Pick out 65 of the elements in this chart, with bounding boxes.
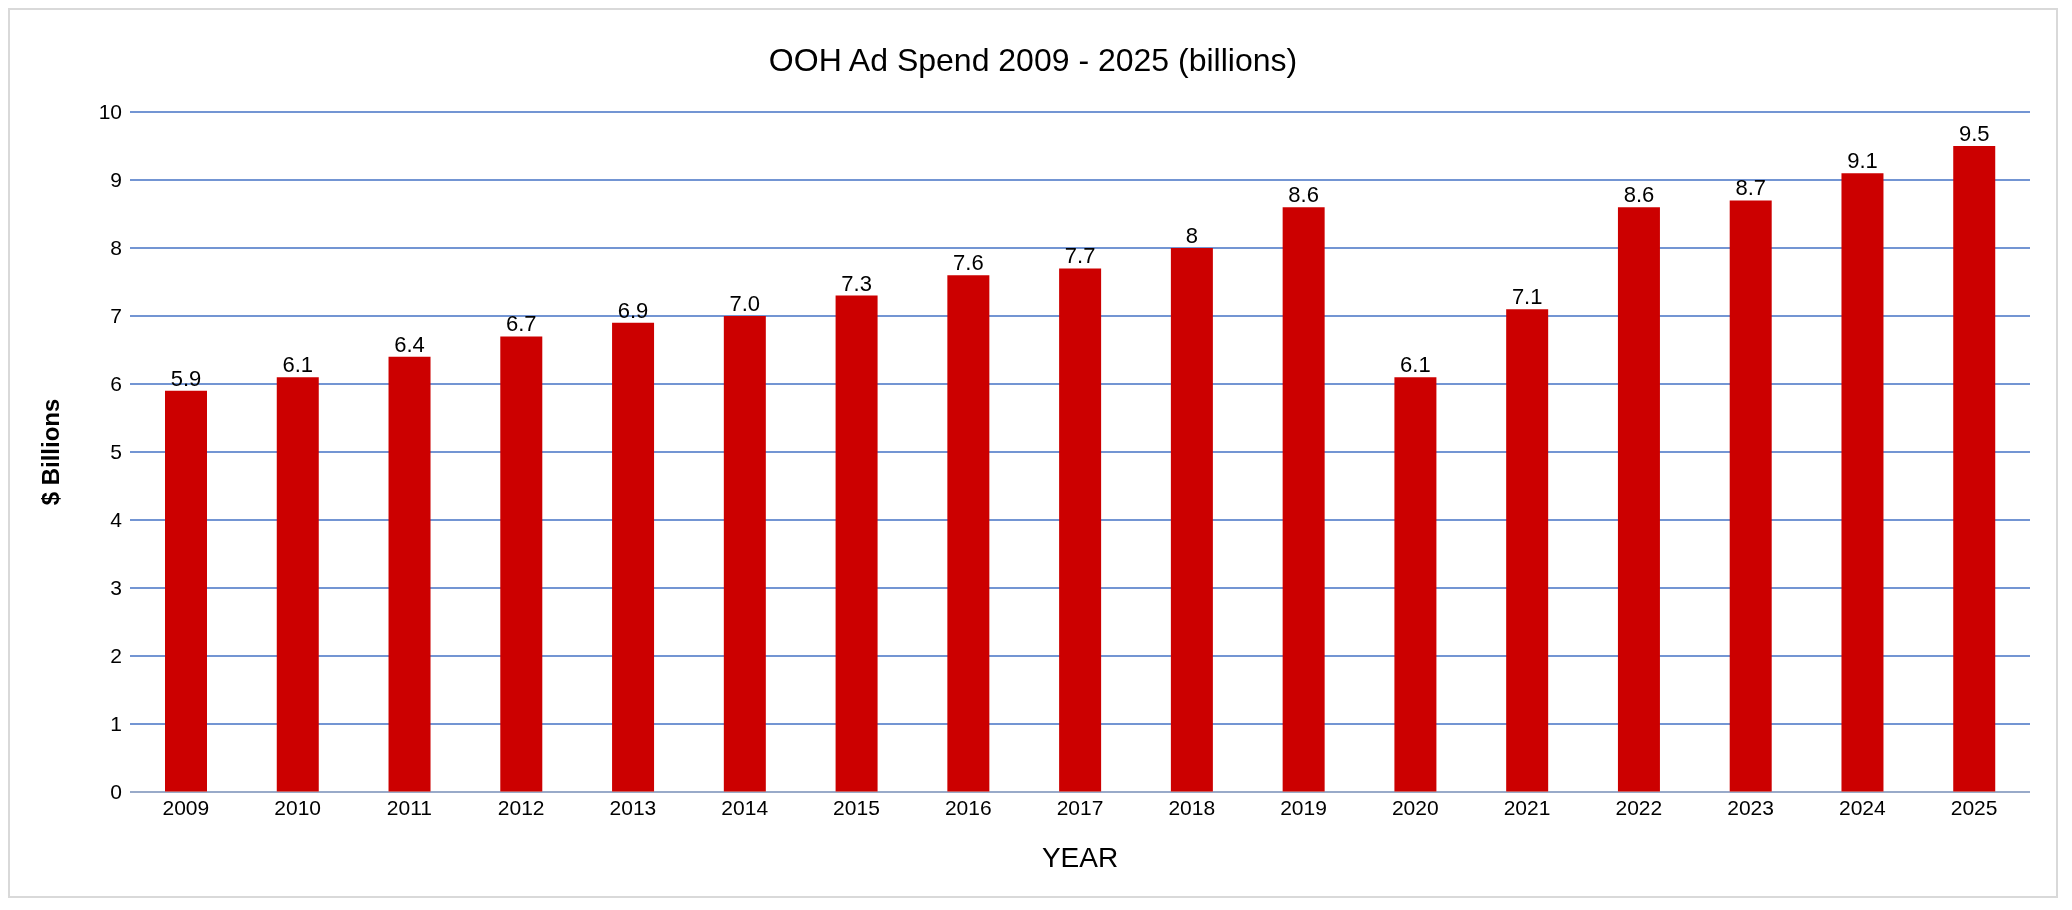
data-label: 9.5 [1958,121,1990,146]
x-tick-label: 2024 [1838,795,1887,819]
data-label: 6.9 [617,297,649,323]
x-tick-label: 2015 [833,795,880,819]
data-label: 7.6 [953,250,984,276]
x-tick-label: 2016 [944,795,992,819]
data-label: 6.1 [1400,352,1431,378]
y-tick-label: 10 [98,100,122,124]
bar [1506,309,1549,792]
data-label: 6.4 [394,331,425,357]
data-label: 7.7 [1064,243,1096,269]
x-tick-label: 2019 [1280,795,1327,819]
bar [1170,248,1213,792]
y-tick-label: 5 [110,440,122,464]
data-label: 7.3 [841,270,872,296]
x-tick-label: 2017 [1056,795,1104,819]
x-tick-label: 2022 [1615,795,1663,819]
bar [165,390,207,792]
x-tick-label: 2018 [1168,795,1216,819]
y-axis-title: $ Billions [36,398,64,506]
data-label: 7.0 [729,291,761,316]
bar [612,322,655,792]
data-label: 8.6 [1623,182,1655,208]
y-tick-label: 6 [110,372,122,396]
y-tick-label: 9 [110,168,122,192]
x-tick-label: 2020 [1391,795,1439,819]
bar [1059,268,1102,792]
y-tick-label: 1 [110,712,122,736]
x-tick-label: 2009 [162,795,210,819]
x-tick-label: 2023 [1727,795,1774,819]
x-tick-label: 2012 [497,795,545,819]
bar [1394,377,1437,792]
bar [388,356,431,792]
x-tick-label: 2014 [721,795,769,819]
data-label: 9.1 [1847,148,1878,174]
bar [723,316,766,792]
x-tick-label: 2013 [609,795,657,819]
bar [276,377,319,792]
bar [1282,207,1325,792]
x-tick-label: 2010 [274,795,322,819]
data-label: 6.1 [282,352,314,378]
bar [1729,200,1772,792]
bar [1617,207,1660,792]
y-tick-label: 0 [110,780,122,804]
chart-title: OOH Ad Spend 2009 - 2025 (billions) [767,41,1299,80]
data-label: 8.7 [1735,175,1766,201]
y-tick-label: 4 [110,508,123,532]
y-tick-label: 2 [110,644,122,668]
data-label: 5.9 [170,365,202,391]
x-tick-label: 2011 [386,795,432,819]
data-label: 8.6 [1288,182,1319,208]
y-tick-label: 7 [110,304,122,328]
bar [1841,173,1884,792]
y-tick-label: 3 [110,576,122,600]
x-tick-label: 2025 [1950,795,1998,819]
bar [500,336,543,792]
data-label: 8 [1185,223,1199,248]
bar [1953,146,1996,792]
x-tick-label: 2021 [1503,795,1551,819]
bar [947,275,990,792]
data-label: 6.7 [506,311,537,337]
x-axis-title: YEAR [1041,842,1119,873]
y-tick-label: 8 [110,236,122,260]
data-label: 7.1 [1511,284,1543,310]
bar [835,295,878,792]
